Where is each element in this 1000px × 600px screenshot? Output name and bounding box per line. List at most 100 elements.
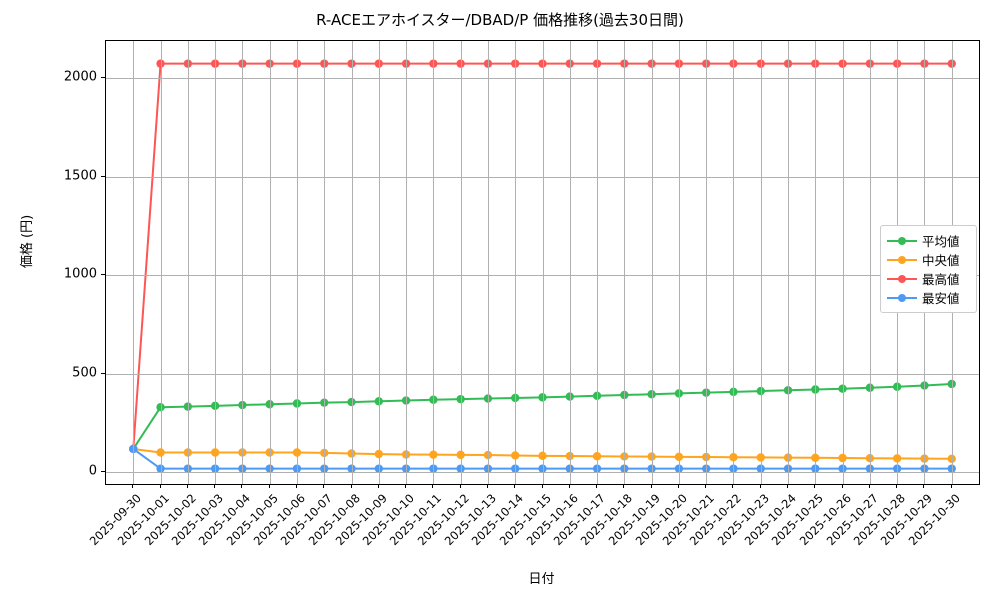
series-marker <box>838 59 847 68</box>
series-marker <box>620 59 629 68</box>
legend-item[interactable]: 最高値 <box>887 269 970 288</box>
x-tick-mark <box>459 484 461 488</box>
x-gridline <box>760 41 762 484</box>
x-tick-mark <box>541 484 543 488</box>
x-tick-mark <box>950 484 952 488</box>
series-marker <box>565 464 574 473</box>
legend-label: 最安値 <box>922 291 960 306</box>
series-marker <box>347 59 356 68</box>
x-axis-label: 日付 <box>528 572 555 587</box>
y-tick-label: 2000 <box>63 69 97 85</box>
x-gridline <box>351 41 353 484</box>
x-tick-mark <box>295 484 297 488</box>
y-tick-label: 0 <box>88 463 97 479</box>
x-gridline <box>842 41 844 484</box>
x-tick-mark <box>132 484 134 488</box>
series-marker <box>538 59 547 68</box>
x-tick-mark <box>677 484 679 488</box>
x-gridline <box>242 41 244 484</box>
series-marker <box>129 444 138 454</box>
series-marker <box>401 464 411 473</box>
x-tick-mark <box>432 484 434 488</box>
x-tick-mark <box>596 484 598 488</box>
y-tick-label: 500 <box>72 365 97 381</box>
x-gridline <box>324 41 326 484</box>
x-tick-mark <box>814 484 816 488</box>
series-marker <box>156 403 165 412</box>
series-marker <box>374 464 384 473</box>
series-marker <box>592 59 602 68</box>
x-tick-mark <box>159 484 161 488</box>
y-axis-label: 価格 (円) <box>14 0 38 483</box>
x-gridline <box>215 41 217 484</box>
legend-dot-icon <box>898 293 906 302</box>
x-gridline <box>433 41 435 484</box>
x-tick-mark <box>868 484 870 488</box>
y-axis-label-text: 価格 (円) <box>20 214 36 269</box>
x-gridline <box>706 41 708 484</box>
y-tick-label: 1000 <box>63 266 97 282</box>
plot-area <box>105 40 980 485</box>
x-gridline <box>378 41 380 484</box>
series-marker <box>374 449 384 459</box>
series-marker <box>620 464 629 473</box>
x-tick-mark <box>732 484 734 488</box>
x-gridline <box>815 41 817 484</box>
x-gridline <box>869 41 871 484</box>
x-tick-mark <box>323 484 325 488</box>
x-gridline <box>569 41 571 484</box>
legend-item[interactable]: 最安値 <box>887 288 970 307</box>
legend-label: 最高値 <box>922 272 960 287</box>
series-marker <box>183 448 193 457</box>
series-marker <box>183 402 193 411</box>
x-gridline <box>133 41 135 484</box>
x-gridline <box>515 41 517 484</box>
series-marker <box>783 386 793 395</box>
x-gridline <box>624 41 626 484</box>
x-gridline <box>651 41 653 484</box>
x-tick-mark <box>623 484 625 488</box>
series-marker <box>620 452 629 461</box>
x-tick-mark <box>787 484 789 488</box>
x-gridline <box>542 41 544 484</box>
x-gridline <box>406 41 408 484</box>
x-gridline <box>460 41 462 484</box>
series-marker <box>838 384 847 393</box>
plot-inner <box>106 41 979 484</box>
legend-item[interactable]: 中央値 <box>887 250 970 269</box>
series-marker <box>156 448 165 457</box>
x-tick-mark <box>841 484 843 488</box>
series-marker <box>811 464 820 473</box>
x-gridline <box>160 41 162 484</box>
x-tick-mark <box>650 484 652 488</box>
x-gridline <box>678 41 680 484</box>
x-gridline <box>597 41 599 484</box>
legend-item[interactable]: 平均値 <box>887 231 970 250</box>
series-marker <box>565 451 574 461</box>
series-marker <box>838 464 847 473</box>
x-gridline <box>296 41 298 484</box>
legend-label: 中央値 <box>922 253 960 268</box>
y-tick-mark <box>101 471 105 473</box>
series-marker <box>620 390 629 400</box>
x-gridline <box>187 41 189 484</box>
series-marker <box>183 464 193 473</box>
x-tick-mark <box>350 484 352 488</box>
series-marker <box>783 464 793 473</box>
series-marker <box>538 451 547 461</box>
x-tick-mark <box>377 484 379 488</box>
series-marker <box>374 59 384 68</box>
x-tick-mark <box>214 484 216 488</box>
x-tick-mark <box>923 484 925 488</box>
y-tick-mark <box>101 77 105 79</box>
series-marker <box>838 453 847 463</box>
y-tick-mark <box>101 274 105 276</box>
x-tick-mark <box>186 484 188 488</box>
x-tick-mark <box>568 484 570 488</box>
series-marker <box>374 397 384 406</box>
legend-swatch-icon <box>887 272 917 286</box>
x-gridline <box>269 41 271 484</box>
chart-title: R-ACEエアホイスター/DBAD/P 価格推移(過去30日間) <box>316 11 684 29</box>
series-marker <box>347 397 356 407</box>
